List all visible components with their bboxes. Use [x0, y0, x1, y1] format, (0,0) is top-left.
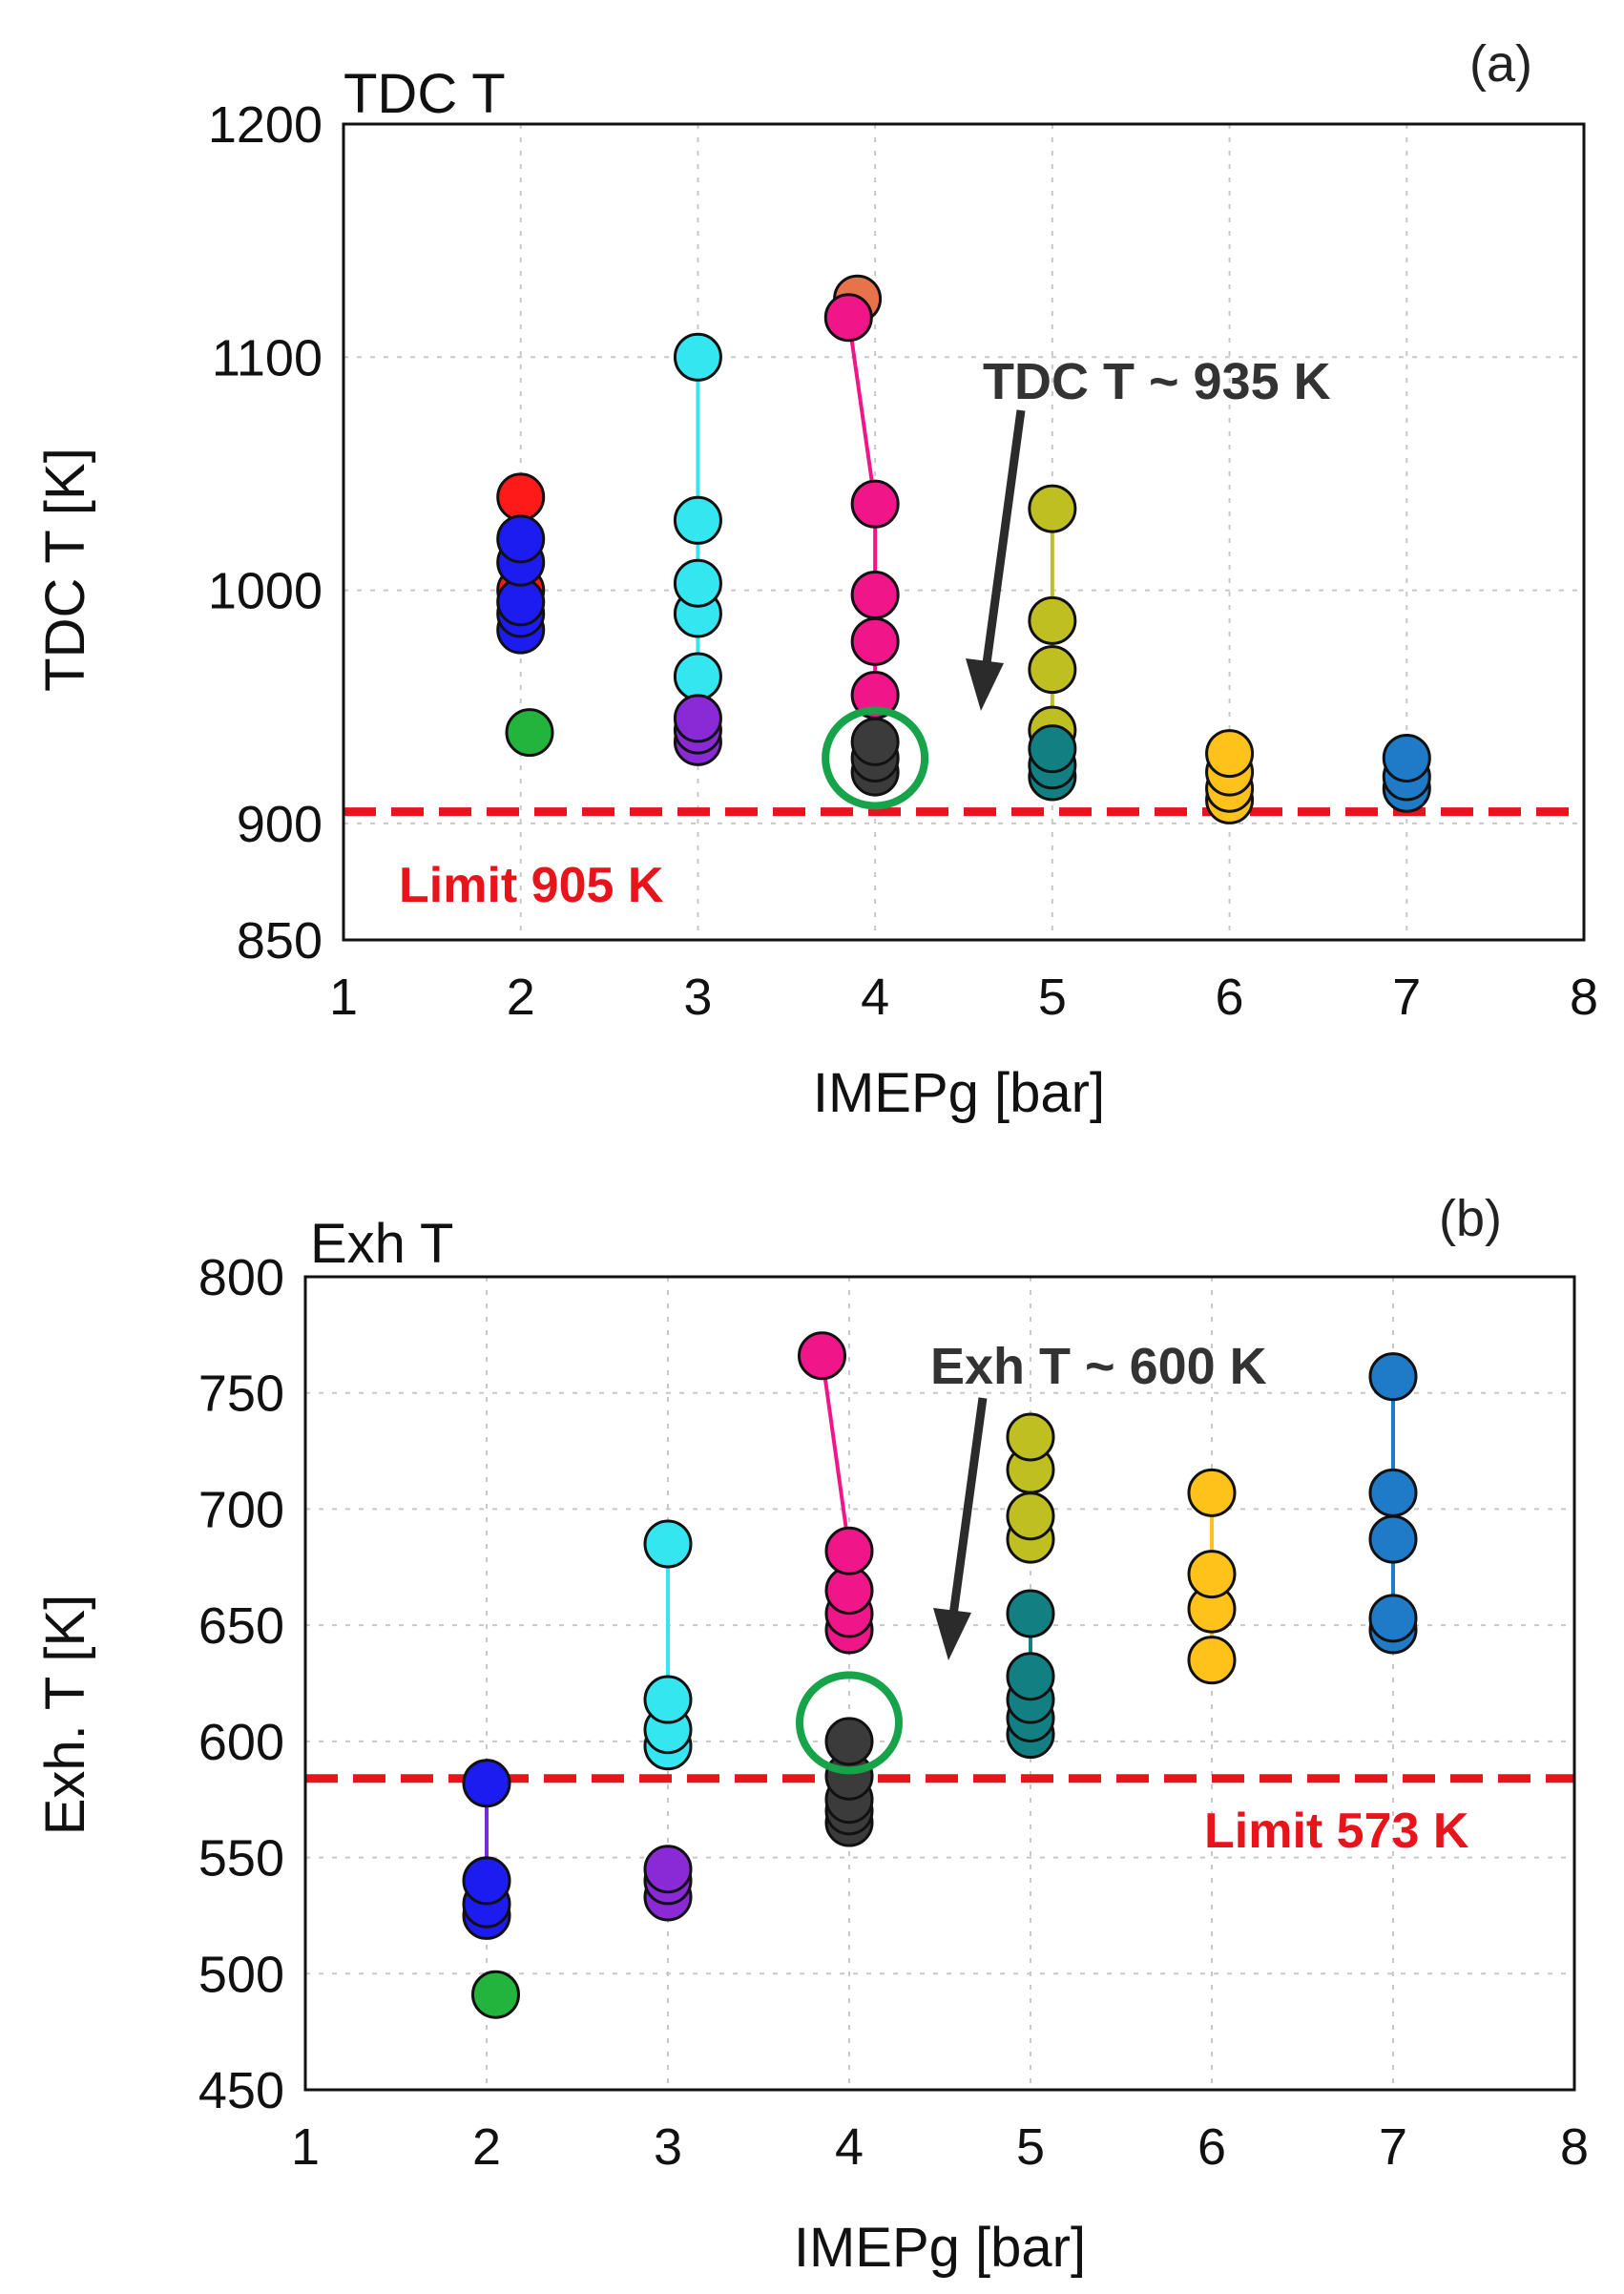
panel-a-annotation-arrow — [966, 409, 1026, 711]
y-tick-label: 600 — [198, 1714, 284, 1771]
data-point — [1028, 484, 1077, 533]
panel-a-annotation: TDC T ~ 935 K — [983, 353, 1331, 410]
y-tick-label: 450 — [198, 2062, 284, 2119]
y-tick-label: 850 — [237, 912, 323, 970]
x-tick-label: 8 — [1560, 2118, 1589, 2176]
y-tick-label: 500 — [198, 1946, 284, 2003]
data-point — [1028, 595, 1077, 645]
x-tick-label: 2 — [472, 2118, 501, 2176]
panel-a-series — [496, 274, 1431, 824]
x-tick-label: 5 — [1016, 2118, 1045, 2176]
data-point — [798, 1331, 846, 1381]
data-point — [673, 694, 722, 743]
data-point — [643, 1845, 693, 1894]
data-point — [643, 1519, 693, 1569]
data-point — [850, 570, 900, 619]
panel-b-exhaust-temperature: 1 2 3 4 5 6 7 8 450 500 550 600 650 700 750 800 Exh T ~… — [34, 1190, 1589, 2279]
x-tick-label: 4 — [835, 2118, 864, 2176]
x-tick-label: 3 — [683, 969, 712, 1026]
data-point — [850, 717, 900, 766]
x-tick-label: 8 — [1570, 969, 1598, 1026]
panel-b-title: Exh T — [310, 1213, 453, 1275]
data-point — [850, 479, 900, 529]
data-point — [1368, 1468, 1418, 1517]
data-point — [1382, 733, 1431, 782]
x-tick-label: 6 — [1216, 969, 1244, 1026]
data-point — [496, 472, 546, 522]
y-tick-label: 550 — [198, 1830, 284, 1887]
panel-a-xlabel: IMEPg [bar] — [813, 1062, 1105, 1124]
x-tick-label: 5 — [1038, 969, 1067, 1026]
y-tick-label: 1100 — [212, 329, 323, 386]
panel-a-title: TDC T — [344, 63, 506, 125]
highlight-circle — [796, 1671, 903, 1775]
data-point — [505, 708, 554, 758]
y-tick-label: 1000 — [208, 563, 323, 620]
data-point — [643, 1675, 693, 1724]
x-tick-label: 7 — [1379, 2118, 1407, 2176]
data-point — [496, 514, 546, 564]
data-point — [1187, 1550, 1237, 1599]
data-point — [673, 332, 722, 382]
highlight-circle — [822, 706, 929, 810]
data-point — [673, 495, 722, 545]
y-tick-label: 650 — [198, 1597, 284, 1655]
panel-b-panel-label: (b) — [1439, 1190, 1502, 1247]
panel-b-grid — [305, 1277, 1574, 2090]
panel-b-ylabel: Exh. T [K] — [34, 1595, 96, 1836]
data-point — [673, 558, 722, 608]
y-tick-label: 1200 — [208, 96, 323, 154]
data-point — [1028, 724, 1077, 774]
data-point — [673, 652, 722, 701]
data-point — [1006, 1652, 1055, 1701]
plot-frame — [303, 1275, 1576, 2092]
data-point — [823, 293, 873, 343]
x-tick-label: 4 — [861, 969, 889, 1026]
panel-a-grid — [344, 124, 1584, 940]
data-point — [462, 1856, 511, 1906]
x-tick-label: 6 — [1197, 2118, 1226, 2176]
data-point — [471, 1970, 520, 2019]
plot-frame — [342, 122, 1586, 942]
data-point — [1187, 1636, 1237, 1685]
data-point — [462, 1759, 511, 1808]
y-tick-label: 700 — [198, 1481, 284, 1538]
panel-b-series — [462, 1331, 1418, 2019]
x-tick-label: 7 — [1392, 969, 1421, 1026]
panel-a-ticks: 1 2 3 4 5 6 7 8 850 900 1000 1100 1200 — [208, 96, 1598, 1026]
y-tick-label: 750 — [198, 1366, 284, 1423]
panel-a-limit-label: Limit 905 K — [399, 858, 664, 913]
panel-a-tdc-temperature: 1 2 3 4 5 6 7 8 850 900 1000 1100 1200 TDC T ~ 935 K… — [34, 35, 1598, 1124]
data-point — [1368, 1594, 1418, 1643]
y-tick-label: 800 — [198, 1249, 284, 1306]
data-point — [1368, 1352, 1418, 1402]
panel-b-xlabel: IMEPg [bar] — [794, 2217, 1086, 2279]
panel-b-annotation-arrow — [933, 1397, 988, 1660]
data-point — [824, 1526, 874, 1575]
data-point — [850, 616, 900, 666]
y-tick-label: 900 — [237, 796, 323, 853]
x-tick-label: 1 — [329, 969, 358, 1026]
x-tick-label: 2 — [507, 969, 535, 1026]
x-tick-label: 3 — [654, 2118, 682, 2176]
data-point — [1187, 1468, 1237, 1517]
data-point — [1028, 645, 1077, 695]
data-point — [824, 1717, 874, 1766]
data-point — [1006, 1491, 1055, 1541]
panel-b-ticks: 1 2 3 4 5 6 7 8 450 500 550 600 650 700 750 800 — [198, 1249, 1589, 2176]
panel-a-panel-label: (a) — [1469, 35, 1532, 93]
x-tick-label: 1 — [291, 2118, 320, 2176]
data-point — [1006, 1412, 1055, 1462]
data-point — [1368, 1514, 1418, 1564]
panel-b-annotation: Exh T ~ 600 K — [930, 1338, 1267, 1395]
panel-b-limit-label: Limit 573 K — [1204, 1804, 1469, 1859]
data-point — [1205, 729, 1255, 779]
panel-a-ylabel: TDC T [K] — [34, 448, 96, 692]
data-point — [1006, 1589, 1055, 1638]
